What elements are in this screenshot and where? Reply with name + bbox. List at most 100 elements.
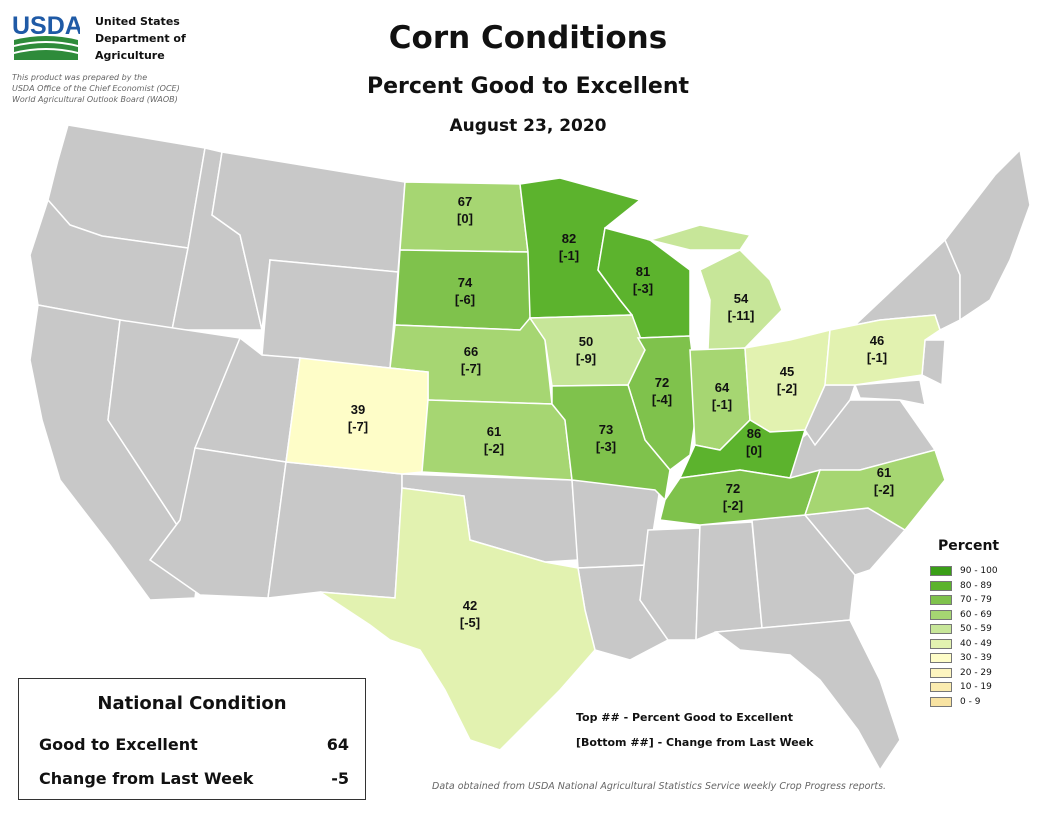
legend-swatch [930, 580, 952, 591]
legend-swatch [930, 696, 952, 707]
change-from-last-week-label: Change from Last Week [39, 769, 254, 788]
legend-item: 30 - 39 [930, 651, 998, 666]
agency-line-3: Agriculture [95, 49, 165, 62]
legend-swatch [930, 667, 952, 678]
legend-label: 60 - 69 [960, 609, 992, 620]
state-MD [853, 379, 926, 406]
legend-swatch [930, 566, 952, 577]
legend-label: 40 - 49 [960, 638, 992, 649]
label-OH-change: [-2] [777, 381, 797, 396]
label-MN-percent: 82 [562, 231, 576, 246]
agency-name: United States Department of Agriculture [95, 13, 186, 64]
good-to-excellent-value: 64 [326, 735, 349, 754]
state-NJ [921, 339, 946, 387]
label-ND-percent: 67 [458, 194, 472, 209]
good-to-excellent-row: Good to Excellent 64 [39, 735, 349, 754]
label-MI-change: [-11] [728, 308, 755, 323]
agency-line-2: Department of [95, 32, 186, 45]
legend-item: 80 - 89 [930, 579, 998, 594]
note-line-2: USDA Office of the Chief Economist (OCE) [12, 84, 180, 93]
label-CO-change: [-7] [348, 419, 368, 434]
source-note: Data obtained from USDA National Agricul… [432, 781, 887, 792]
legend-item: 70 - 79 [930, 593, 998, 608]
legend-item: 40 - 49 [930, 637, 998, 652]
usda-logo: USDA [12, 12, 80, 60]
label-IN-percent: 64 [715, 380, 730, 395]
label-NC-change: [-2] [874, 482, 894, 497]
label-IA-percent: 50 [579, 334, 593, 349]
legend-title: Percent [938, 538, 1000, 554]
legend-item: 60 - 69 [930, 608, 998, 623]
label-SD-change: [-6] [455, 292, 475, 307]
label-NE-change: [-7] [461, 361, 481, 376]
prepared-by-note: This product was prepared by the USDA Of… [12, 72, 180, 105]
label-MO-percent: 73 [599, 422, 613, 437]
map-date: August 23, 2020 [449, 116, 607, 136]
label-ND-change: [0] [457, 211, 473, 226]
legend-label: 20 - 29 [960, 667, 992, 678]
legend-label: 90 - 100 [960, 566, 998, 577]
label-KY-change: [0] [746, 443, 762, 458]
legend: 90 - 100 80 - 89 70 - 79 60 - 69 50 - 59… [930, 564, 998, 709]
agency-line-1: United States [95, 15, 180, 28]
label-OH-percent: 45 [780, 364, 794, 379]
state-KS [421, 399, 573, 481]
national-condition-title: National Condition [97, 693, 287, 714]
label-NE-percent: 66 [464, 344, 478, 359]
state-NC [803, 449, 946, 531]
label-WI-change: [-3] [633, 281, 653, 296]
state-SD [394, 249, 533, 333]
label-NC-percent: 61 [877, 465, 891, 480]
label-KY-percent: 86 [747, 426, 761, 441]
legend-swatch [930, 638, 952, 649]
label-PA-change: [-1] [867, 350, 887, 365]
legend-label: 0 - 9 [960, 696, 981, 707]
label-IL-change: [-4] [652, 392, 672, 407]
national-condition-box: National Condition Good to Excellent 64 … [18, 678, 366, 800]
label-IL-percent: 72 [655, 375, 669, 390]
legend-label: 50 - 59 [960, 624, 992, 635]
legend-item: 10 - 19 [930, 680, 998, 695]
state-New-England [944, 148, 1031, 322]
state-MS [639, 527, 701, 641]
label-MN-change: [-1] [559, 248, 579, 263]
state-FL [713, 619, 901, 772]
state-MO [551, 384, 671, 502]
change-from-last-week-value: -5 [331, 769, 349, 788]
label-IN-change: [-1] [712, 397, 732, 412]
legend-item: 20 - 29 [930, 666, 998, 681]
legend-item: 90 - 100 [930, 564, 998, 579]
label-TX-change: [-5] [460, 615, 480, 630]
label-KS-change: [-2] [484, 441, 504, 456]
state-TX [319, 487, 596, 751]
note-line-3: World Agricultural Outlook Board (WAOB) [12, 95, 178, 104]
label-KS-percent: 61 [487, 424, 501, 439]
legend-item: 50 - 59 [930, 622, 998, 637]
good-to-excellent-label: Good to Excellent [39, 735, 198, 754]
label-MI-percent: 54 [734, 291, 749, 306]
label-WI-percent: 81 [636, 264, 650, 279]
state-WY [261, 259, 399, 369]
label-TN-change: [-2] [723, 498, 743, 513]
legend-swatch [930, 595, 952, 606]
state-NM [267, 461, 403, 599]
label-MO-change: [-3] [596, 439, 616, 454]
legend-label: 80 - 89 [960, 580, 992, 591]
label-key-top: Top ## - Percent Good to Excellent [576, 711, 793, 724]
map-title: Corn Conditions [388, 20, 668, 56]
label-key-bottom: [Bottom ##] - Change from Last Week [576, 736, 814, 749]
label-PA-percent: 46 [870, 333, 884, 348]
state-AL [695, 521, 763, 642]
legend-item: 0 - 9 [930, 695, 998, 710]
legend-swatch [930, 624, 952, 635]
label-IA-change: [-9] [576, 351, 596, 366]
legend-label: 10 - 19 [960, 682, 992, 693]
legend-label: 70 - 79 [960, 595, 992, 606]
label-TX-percent: 42 [463, 598, 477, 613]
change-from-last-week-row: Change from Last Week -5 [39, 769, 349, 788]
state-PA [824, 314, 941, 386]
label-TN-percent: 72 [726, 481, 740, 496]
usda-logo-text: USDA [12, 12, 80, 40]
legend-swatch [930, 609, 952, 620]
